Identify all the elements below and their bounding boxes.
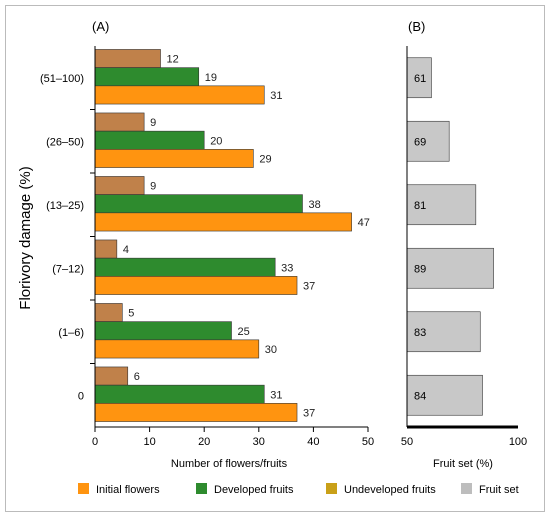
bar-value-label: 81 [414, 200, 426, 212]
bar-value-label: 29 [259, 153, 271, 165]
bar-fruit-set [406, 57, 432, 99]
legend-swatch [461, 483, 472, 494]
category-label: (26–50) [46, 136, 84, 148]
legend-label: Initial flowers [96, 484, 160, 496]
bar-value-label: 30 [265, 344, 277, 356]
bar-developed-fruits [94, 130, 205, 150]
legend-label: Developed fruits [214, 484, 294, 496]
panel-b-label: (B) [408, 19, 425, 34]
bar-undeveloped-fruits [94, 49, 161, 68]
bar-fruit-set [406, 311, 481, 353]
bar-initial-flowers [94, 212, 352, 232]
legend: Initial flowers Developed fruits Undevelop… [78, 483, 519, 496]
x-tick-label: 0 [92, 436, 98, 448]
x-axis-title: Fruit set (%) [433, 458, 493, 470]
panel-a: (A) 12 19 31 (51–100) 9 20 29 (26–50) 9 38 47 (13–25… [17, 19, 374, 470]
bar-value-label: 19 [205, 72, 217, 84]
bar-value-label: 61 [414, 73, 426, 85]
bar-initial-flowers [94, 276, 298, 295]
bar-undeveloped-fruits [94, 176, 145, 195]
bar-developed-fruits [94, 194, 303, 214]
bar-initial-flowers [94, 403, 298, 422]
bar-value-label: 12 [167, 54, 179, 66]
bar-value-label: 9 [150, 117, 156, 129]
bar-fruit-set [406, 120, 450, 162]
bar-developed-fruits [94, 257, 276, 277]
bar-value-label: 69 [414, 136, 426, 148]
y-axis-title: Florivory damage (%) [17, 166, 34, 309]
x-axis-title: Number of flowers/fruits [171, 458, 288, 470]
bar-value-label: 31 [270, 389, 282, 401]
bar-developed-fruits [94, 384, 265, 404]
bar-initial-flowers [94, 149, 254, 168]
x-tick-label: 50 [401, 436, 413, 448]
bar-value-label: 25 [238, 326, 250, 338]
bar-value-label: 6 [134, 371, 140, 383]
bar-value-label: 47 [358, 217, 370, 229]
category-label: (7–12) [52, 263, 84, 275]
category-label: (1–6) [58, 327, 84, 339]
x-tick-label: 50 [362, 436, 374, 448]
bar-undeveloped-fruits [94, 112, 145, 132]
bar-undeveloped-fruits [94, 366, 129, 386]
bar-initial-flowers [94, 339, 260, 359]
bar-value-label: 83 [414, 327, 426, 339]
x-tick-label: 30 [253, 436, 265, 448]
legend-label: Undeveloped fruits [344, 484, 436, 496]
bar-value-label: 33 [281, 262, 293, 274]
category-label: (13–25) [46, 200, 84, 212]
bar-developed-fruits [94, 321, 232, 341]
category-label: 0 [78, 390, 84, 402]
x-tick-label: 100 [509, 436, 527, 448]
bar-fruit-set [406, 247, 494, 289]
bar-initial-flowers [94, 85, 265, 105]
panel-a-label: (A) [92, 19, 109, 34]
bar-value-label: 20 [210, 135, 222, 147]
bar-value-label: 9 [150, 181, 156, 193]
x-tick-label: 40 [307, 436, 319, 448]
bar-value-label: 37 [303, 407, 315, 419]
legend-label: Fruit set [479, 484, 519, 496]
legend-swatch [196, 483, 207, 494]
panel-b: (B) 61 69 81 89 83 84 50 100 Fruit set (%) [401, 19, 527, 470]
x-tick-label: 10 [143, 436, 155, 448]
bar-value-label: 37 [303, 280, 315, 292]
bar-undeveloped-fruits [94, 303, 123, 322]
figure-border [5, 5, 545, 512]
category-label: (51–100) [40, 73, 84, 85]
bar-value-label: 31 [270, 90, 282, 102]
bar-developed-fruits [94, 67, 200, 87]
bar-fruit-set [406, 374, 483, 416]
bar-value-label: 89 [414, 263, 426, 275]
x-tick-label: 20 [198, 436, 210, 448]
bar-value-label: 5 [128, 308, 134, 320]
bar-undeveloped-fruits [94, 239, 118, 259]
legend-swatch [78, 483, 89, 494]
legend-swatch [326, 483, 337, 494]
bar-value-label: 84 [414, 390, 426, 402]
bar-value-label: 38 [308, 199, 320, 211]
bar-value-label: 4 [123, 244, 129, 256]
